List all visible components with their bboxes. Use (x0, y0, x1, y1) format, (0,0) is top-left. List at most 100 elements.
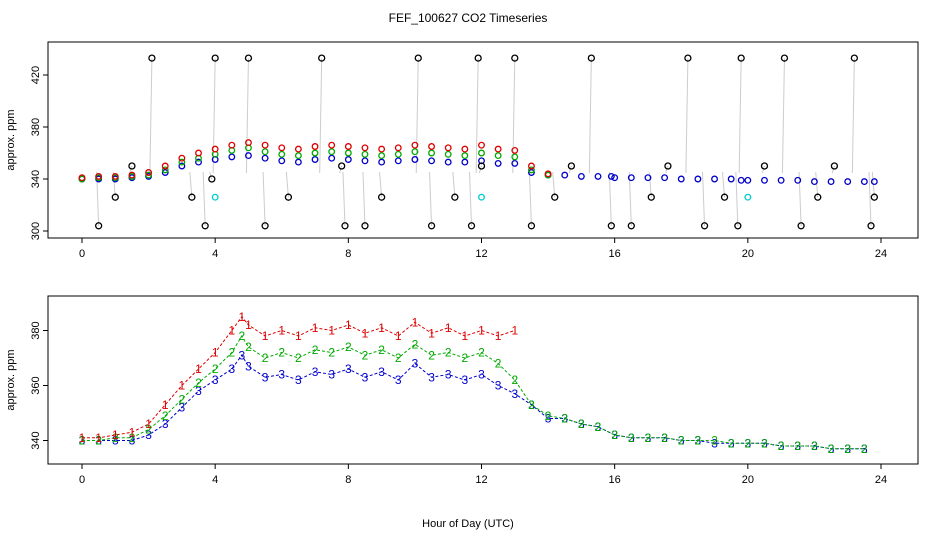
series-marker: 3 (112, 434, 119, 448)
series-marker: 2 (212, 362, 219, 376)
series-marker: 1 (462, 329, 469, 343)
spike-line (362, 172, 366, 226)
spike-line (781, 58, 785, 173)
spike-line (722, 172, 726, 198)
data-point (594, 172, 602, 180)
data-point (338, 162, 346, 170)
data-point (527, 169, 535, 176)
series-marker: 3 (312, 365, 319, 379)
data-point (467, 222, 476, 230)
data-point (720, 193, 729, 201)
data-point (201, 222, 209, 230)
series-marker: 2 (545, 409, 552, 423)
series-marker: 3 (345, 362, 352, 376)
spike-line (475, 58, 479, 173)
series-marker: 2 (578, 417, 585, 431)
spike-line (798, 172, 802, 226)
data-point (511, 54, 519, 62)
series-marker: 2 (312, 343, 319, 357)
series-marker: 2 (412, 337, 419, 351)
data-point (494, 152, 502, 160)
data-point (278, 150, 286, 158)
data-point (318, 54, 326, 62)
series-marker: 3 (412, 357, 419, 371)
series-marker: 1 (262, 329, 269, 343)
data-point (411, 148, 419, 156)
series-marker: 2 (112, 431, 119, 445)
data-point (551, 193, 559, 201)
data-point (777, 176, 785, 184)
y-tick-label: 300 (30, 222, 42, 240)
data-point (737, 54, 745, 62)
spike-line (738, 58, 742, 173)
data-point (261, 154, 269, 162)
series-marker: 1 (445, 321, 452, 335)
y-tick-label: 340 (30, 170, 42, 188)
spike-line (469, 172, 473, 226)
series-marker: 3 (162, 417, 169, 431)
series-marker: 1 (112, 428, 119, 442)
data-point (344, 156, 352, 163)
data-point (451, 193, 459, 201)
series-marker: 3 (611, 428, 618, 442)
x-tick-label: 12 (475, 248, 487, 260)
series-marker: 1 (179, 379, 186, 393)
data-point (850, 54, 859, 62)
data-point (208, 175, 216, 183)
data-point (188, 193, 196, 201)
x-axis-label: Hour of Day (UTC) (422, 518, 514, 530)
data-point (95, 172, 103, 180)
series-marker: 2 (162, 409, 169, 423)
data-point (684, 54, 692, 62)
series-marker: 2 (262, 351, 269, 365)
data-point (261, 141, 269, 149)
series-marker: 2 (828, 442, 835, 456)
y-tick-label: 380 (30, 321, 42, 339)
data-point (461, 158, 469, 166)
series-marker: 1 (328, 324, 335, 338)
series-marker: 3 (238, 348, 245, 362)
series-marker: 3 (578, 417, 585, 431)
series-marker: 2 (611, 428, 618, 442)
spike-line (262, 172, 266, 226)
spike-line (702, 172, 706, 226)
series-marker: 3 (212, 373, 219, 387)
data-point (211, 145, 219, 153)
data-point (527, 222, 536, 230)
data-point (284, 193, 293, 201)
data-point (797, 222, 805, 230)
series-marker: 1 (412, 315, 419, 329)
series-line (82, 335, 865, 450)
data-point (527, 162, 535, 170)
spike-line (815, 172, 819, 198)
spike-line (429, 172, 433, 226)
series-marker: 2 (794, 439, 801, 453)
series-marker: 2 (645, 431, 652, 445)
data-point (361, 222, 369, 230)
spike-line (202, 172, 206, 226)
series-marker: 2 (761, 436, 768, 450)
series-marker: 3 (278, 368, 285, 382)
spike-line (212, 58, 216, 173)
series-marker: 2 (561, 412, 568, 426)
series-marker: 3 (462, 373, 469, 387)
x-tick-label: 20 (742, 474, 754, 486)
data-point (427, 222, 436, 230)
series-marker: 1 (212, 346, 219, 360)
data-point (328, 154, 336, 162)
series-marker: 2 (711, 434, 718, 448)
data-point (830, 162, 839, 170)
series-marker: 2 (129, 431, 136, 445)
series-marker: 3 (811, 439, 818, 453)
x-tick-label: 20 (742, 248, 754, 260)
data-point (494, 145, 502, 153)
series-marker: 2 (661, 431, 668, 445)
data-point (444, 158, 452, 166)
data-point (228, 141, 236, 149)
data-point (567, 162, 576, 170)
data-point (511, 159, 519, 167)
y-tick-label: 340 (30, 431, 42, 449)
data-point (844, 178, 852, 186)
x-tick-label: 24 (875, 474, 887, 486)
